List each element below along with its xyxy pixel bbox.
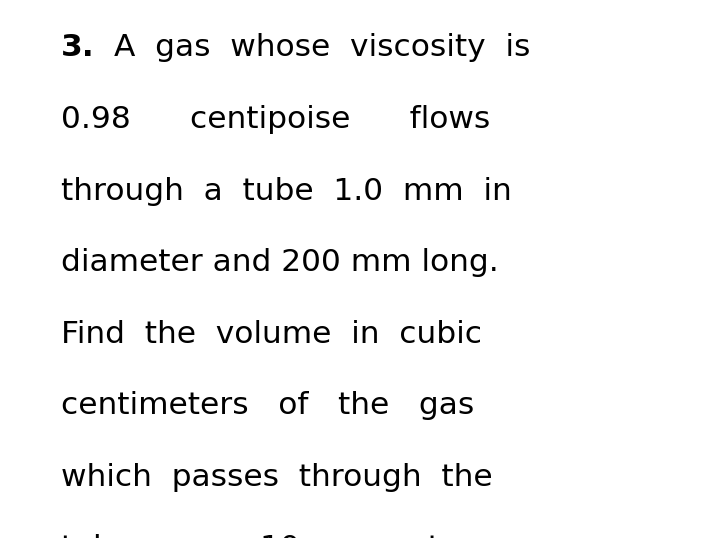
Text: centimeters   of   the   gas: centimeters of the gas bbox=[61, 391, 474, 420]
Text: through  a  tube  1.0  mm  in: through a tube 1.0 mm in bbox=[61, 176, 512, 206]
Text: diameter and 200 mm long.: diameter and 200 mm long. bbox=[61, 248, 499, 277]
Text: which  passes  through  the: which passes through the bbox=[61, 463, 492, 492]
Text: tube  every  10  secs  at  a: tube every 10 secs at a bbox=[61, 534, 479, 538]
Text: 0.98      centipoise      flows: 0.98 centipoise flows bbox=[61, 105, 490, 134]
Text: A  gas  whose  viscosity  is: A gas whose viscosity is bbox=[114, 33, 530, 62]
Text: Find  the  volume  in  cubic: Find the volume in cubic bbox=[61, 320, 482, 349]
Text: 3.: 3. bbox=[61, 33, 95, 62]
